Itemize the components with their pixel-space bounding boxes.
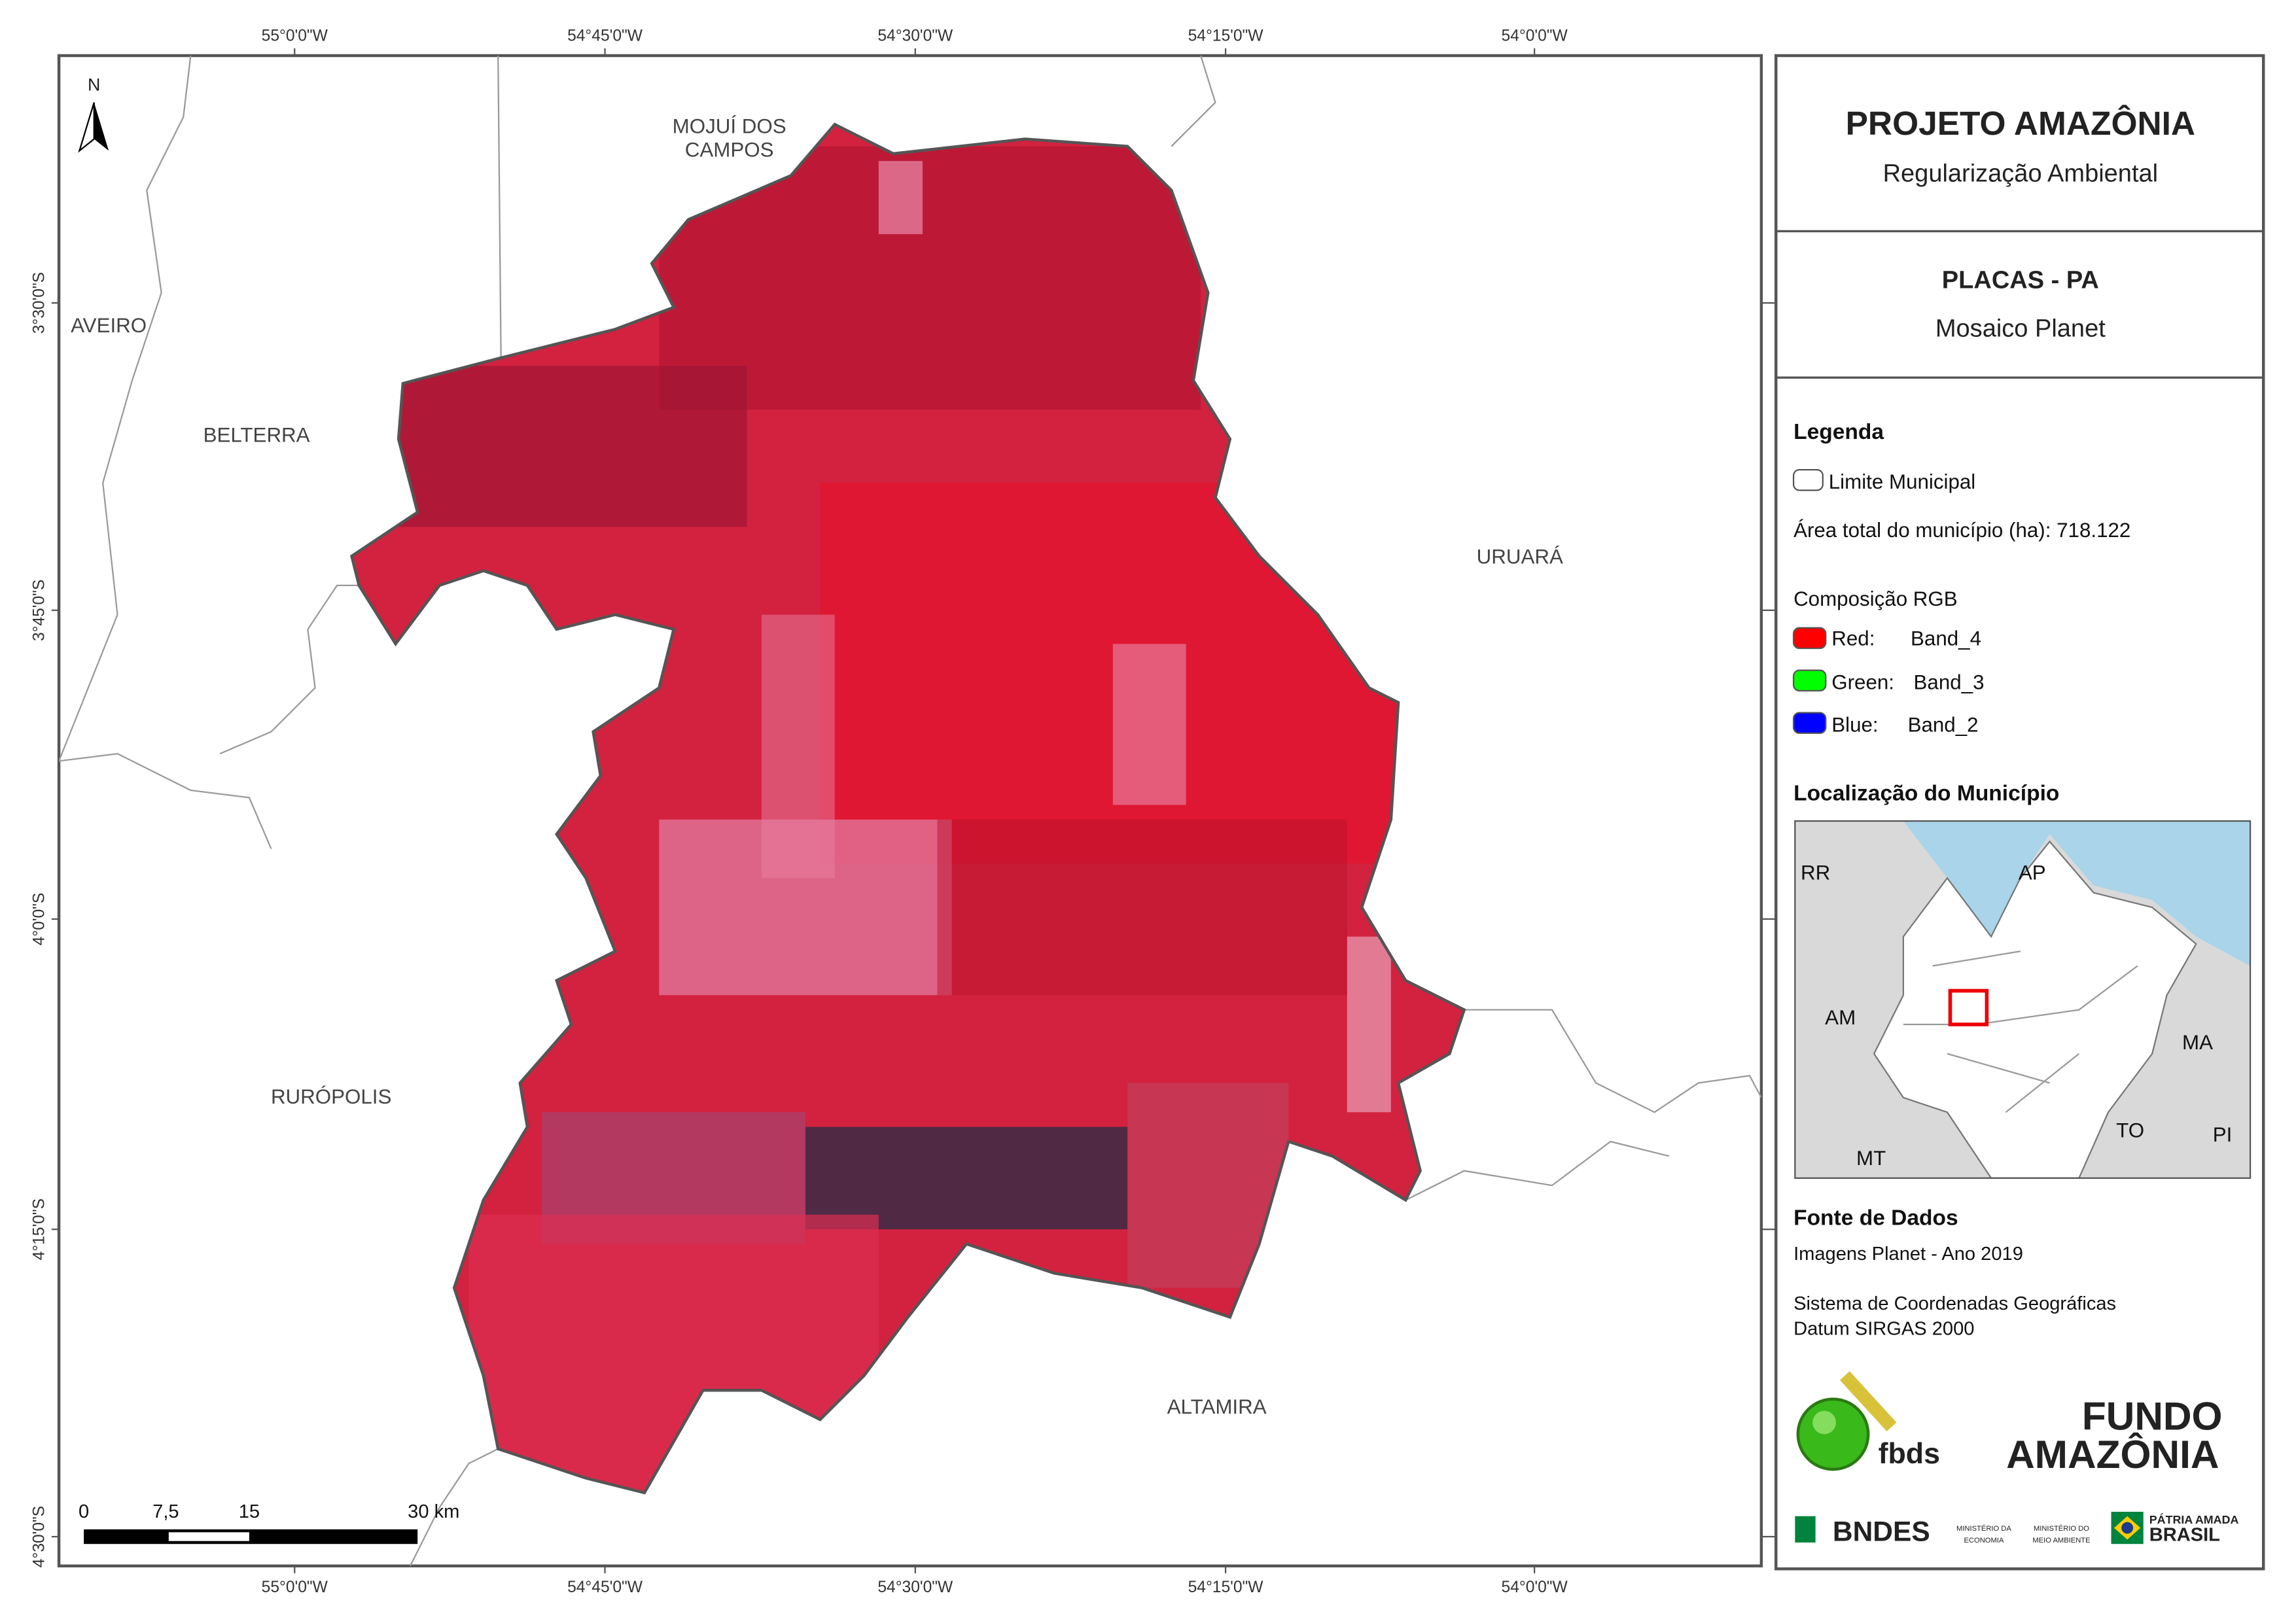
sources-title: Fonte de Dados <box>1793 1206 1958 1230</box>
location-title: Localização do Município <box>1793 782 2059 806</box>
logo-text: fbds <box>1879 1437 1940 1470</box>
x-coord-label: 54°15'0"W <box>1188 1579 1264 1596</box>
x-coord-label: 55°0'0"W <box>262 1579 328 1596</box>
panel-title: PROJETO AMAZÔNIA <box>1846 104 2195 142</box>
band-label: Red: <box>1831 627 1875 650</box>
inset-label: TO <box>2116 1119 2144 1142</box>
north-label: N <box>88 75 100 95</box>
x-coord-label: 54°30'0"W <box>877 1579 953 1596</box>
logo-text: BRASIL <box>2149 1525 2220 1546</box>
y-coord-label: 3°30'0"S <box>31 272 48 334</box>
panel-subtitle: Regularização Ambiental <box>1883 160 2159 187</box>
logo-text: AMAZÔNIA <box>2006 1432 2219 1476</box>
y-coord-label: 3°45'0"S <box>31 580 48 641</box>
place-label: CAMPOS <box>685 138 774 161</box>
y-coord-label: 4°15'0"S <box>31 1198 48 1260</box>
logo-text: MINISTÉRIO DA <box>1956 1524 2011 1533</box>
place-label: BELTERRA <box>203 424 310 447</box>
inset-label: RR <box>1801 862 1830 884</box>
source-text: Imagens Planet - Ano 2019 <box>1793 1244 2023 1265</box>
coordinate-grid-labels: 55°0'0"W 55°0'0"W 54°45'0"W 54°45'0"W 54°30'… <box>31 27 1776 1596</box>
x-coord-label: 54°30'0"W <box>877 27 953 45</box>
inset-label: PI <box>2213 1123 2233 1146</box>
band-label: Green: <box>1831 671 1894 694</box>
side-panel <box>1775 54 2265 1571</box>
x-coord-label: 54°0'0"W <box>1502 1579 1568 1596</box>
location-inset <box>1795 821 2251 1178</box>
source-text: Datum SIRGAS 2000 <box>1793 1318 1974 1339</box>
x-coord-label: 54°45'0"W <box>567 1579 643 1596</box>
inset-label: MA <box>2182 1031 2213 1054</box>
band-value: Band_2 <box>1908 714 1979 737</box>
place-label: URUARÁ <box>1477 545 1563 568</box>
scale-label: 7,5 <box>152 1501 179 1522</box>
x-coord-label: 54°45'0"W <box>567 27 643 45</box>
x-coord-label: 55°0'0"W <box>262 27 328 45</box>
place-label: MOJUÍ DOS <box>673 115 786 138</box>
x-coord-label: 54°0'0"W <box>1502 27 1568 45</box>
y-coord-label: 4°30'0"S <box>31 1506 48 1567</box>
inset-label: MT <box>1856 1147 1886 1170</box>
logo-text: FUNDO <box>2082 1394 2223 1439</box>
inset-label: AM <box>1825 1006 1856 1029</box>
area-text: Área total do município (ha): 718.122 <box>1793 519 2130 542</box>
scale-label: 15 <box>239 1501 260 1522</box>
place-label: RURÓPOLIS <box>271 1085 391 1108</box>
logos: fbds FUNDO AMAZÔNIA BNDES MINISTÉRIO DA … <box>1795 1371 2239 1548</box>
y-coord-label: 4°0'0"S <box>31 893 48 946</box>
scale-label: 0 <box>79 1501 89 1522</box>
band-value: Band_3 <box>1914 671 1985 694</box>
scale-bar: 0 7,5 15 30 km <box>79 1501 459 1544</box>
logo-text: MEIO AMBIENTE <box>2032 1537 2090 1544</box>
legend-item: Limite Municipal <box>1829 470 1976 493</box>
logo-text: MINISTÉRIO DO <box>2034 1524 2089 1533</box>
x-coord-label: 54°15'0"W <box>1188 27 1264 45</box>
logo-text: BNDES <box>1833 1517 1930 1548</box>
rgb-title: Composição RGB <box>1793 587 1958 610</box>
scale-label: 30 km <box>408 1501 459 1522</box>
band-value: Band_4 <box>1911 627 1981 650</box>
north-arrow: N <box>78 75 109 153</box>
municipality-name: PLACAS - PA <box>1942 267 2099 294</box>
place-label: AVEIRO <box>71 314 147 337</box>
logo-text: PÁTRIA AMADA <box>2149 1512 2239 1526</box>
source-text: Sistema de Coordenadas Geográficas <box>1793 1293 2116 1314</box>
mosaic-label: Mosaico Planet <box>1935 315 2106 343</box>
logo-text: ECONOMIA <box>1964 1537 2004 1544</box>
inset-label: AP <box>2019 862 2046 884</box>
legend-title: Legenda <box>1793 420 1884 444</box>
band-label: Blue: <box>1831 714 1878 737</box>
place-label: ALTAMIRA <box>1167 1395 1267 1418</box>
